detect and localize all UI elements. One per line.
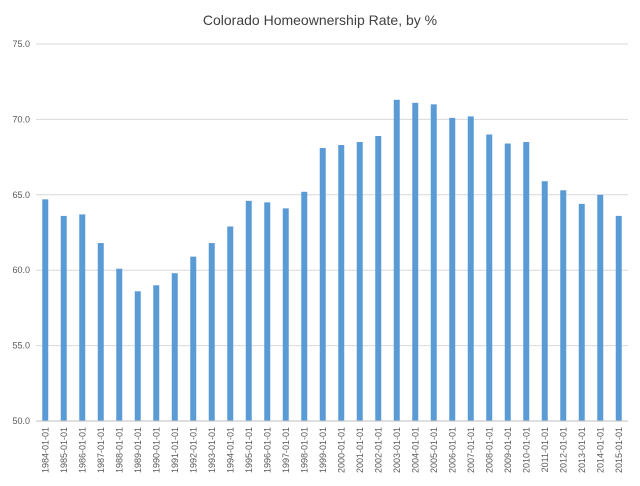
y-tick-label: 50.0: [12, 416, 30, 426]
bar: [282, 208, 289, 421]
bar: [245, 200, 252, 421]
x-tick-label: 1990-01-01: [151, 427, 161, 473]
chart-title: Colorado Homeownership Rate, by %: [203, 12, 437, 28]
x-tick-label: 1986-01-01: [77, 427, 87, 473]
y-tick-label: 70.0: [12, 114, 30, 124]
x-tick-label: 1997-01-01: [281, 427, 291, 473]
x-tick-label: 2006-01-01: [447, 427, 457, 473]
bar: [486, 134, 493, 422]
x-tick-label: 1989-01-01: [133, 427, 143, 473]
x-tick-label: 2011-01-01: [540, 427, 550, 472]
bar: [467, 116, 474, 421]
bar: [356, 142, 363, 421]
x-tick-label: 2005-01-01: [429, 427, 439, 473]
x-tick-label: 2012-01-01: [558, 427, 568, 473]
y-tick-label: 55.0: [12, 341, 30, 351]
x-tick-label: 1994-01-01: [225, 427, 235, 473]
x-tick-label: 2000-01-01: [336, 427, 346, 473]
bars: [42, 99, 622, 422]
bar: [134, 291, 141, 421]
bar: [597, 194, 604, 421]
bar: [190, 256, 197, 421]
x-tick-label: 2001-01-01: [355, 427, 365, 473]
bar: [42, 199, 49, 421]
x-tick-label: 1996-01-01: [262, 427, 272, 473]
bar: [375, 135, 382, 421]
y-tick-label: 75.0: [12, 39, 30, 49]
bar: [523, 142, 530, 421]
bar: [393, 99, 400, 422]
x-tick-label: 2002-01-01: [373, 427, 383, 473]
bar: [541, 181, 548, 421]
x-tick-label: 2010-01-01: [521, 427, 531, 473]
x-tick-label: 1988-01-01: [114, 427, 124, 473]
x-tick-label: 2014-01-01: [595, 427, 605, 473]
x-tick-label: 1998-01-01: [299, 427, 309, 473]
bar: [171, 273, 178, 421]
bar: [578, 203, 585, 421]
bar: [615, 215, 622, 421]
y-tick-label: 60.0: [12, 265, 30, 275]
x-tick-label: 2013-01-01: [577, 427, 587, 473]
x-tick-label: 2009-01-01: [503, 427, 513, 473]
bar: [264, 202, 271, 421]
gridlines: [36, 43, 628, 347]
bar: [153, 285, 160, 421]
bar: [227, 226, 234, 421]
bar: [449, 117, 456, 421]
bar: [301, 191, 308, 421]
bar: [560, 190, 567, 421]
x-tick-label: 1991-01-01: [170, 427, 180, 473]
bar: [116, 268, 123, 421]
x-tick-label: 1985-01-01: [59, 427, 69, 473]
x-tick-label: 1987-01-01: [96, 427, 106, 473]
x-tick-label: 2007-01-01: [466, 427, 476, 473]
bar: [97, 243, 104, 421]
y-axis-tick-labels: 50.0 55.0 60.0 65.0 70.0 75.0: [12, 39, 30, 426]
bar: [319, 148, 326, 421]
bar: [430, 104, 437, 421]
x-tick-label: 2004-01-01: [410, 427, 420, 473]
bar: [60, 215, 67, 421]
y-tick-label: 65.0: [12, 190, 30, 200]
x-tick-label: 2008-01-01: [484, 427, 494, 473]
x-tick-label: 1999-01-01: [318, 427, 328, 473]
x-tick-label: 1984-01-01: [40, 427, 50, 473]
x-axis-tick-labels: 1984-01-01 1985-01-01 1986-01-01 1987-01-01…: [40, 427, 624, 473]
bar: [79, 214, 86, 421]
bar: [338, 145, 345, 421]
x-tick-label: 1993-01-01: [207, 427, 217, 473]
bar: [412, 102, 419, 421]
x-tick-label: 1995-01-01: [244, 427, 254, 473]
x-tick-label: 1992-01-01: [188, 427, 198, 473]
bar: [504, 143, 511, 421]
x-tick-label: 2003-01-01: [392, 427, 402, 473]
bar: [208, 243, 215, 421]
x-tick-label: 2015-01-01: [614, 427, 624, 473]
